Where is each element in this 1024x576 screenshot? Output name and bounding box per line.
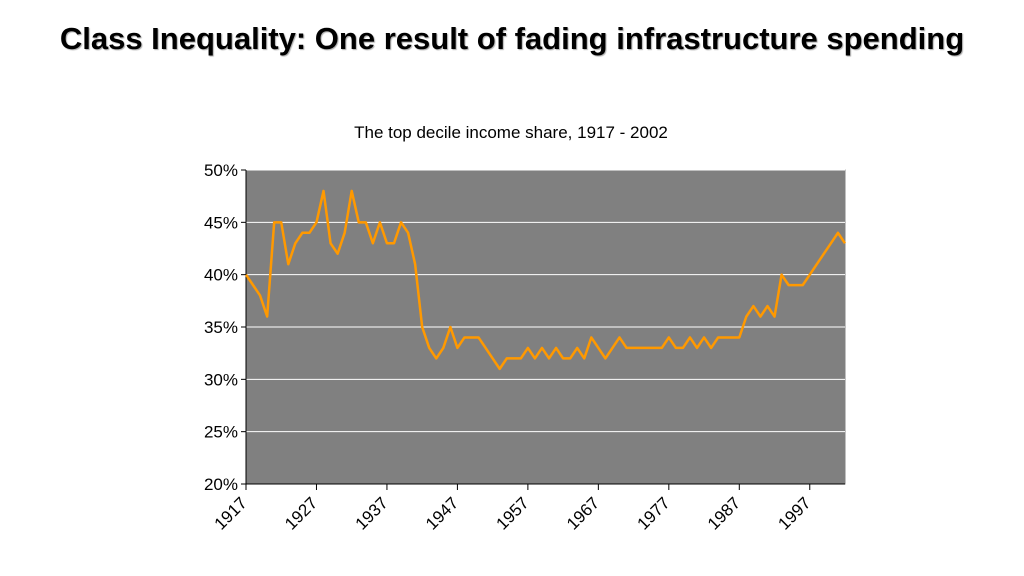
y-tick-label: 30% [204,370,238,389]
x-tick-label: 1937 [352,493,392,533]
x-tick-label: 1957 [493,493,533,533]
chart-title: Class Inequality: One result of fading i… [59,21,965,56]
x-tick-label: 1977 [633,493,673,533]
x-tick-label: 1997 [774,493,814,533]
y-tick-label: 20% [204,475,238,494]
y-tick-label: 50% [204,161,238,180]
chart-subtitle: The top decile income share, 1917 - 2002 [354,123,668,142]
x-tick-label: 1987 [704,493,744,533]
y-tick-label: 45% [204,213,238,232]
y-tick-label: 35% [204,318,238,337]
x-tick-label: 1947 [422,493,462,533]
x-tick-label: 1917 [211,493,251,533]
y-tick-label: 25% [204,423,238,442]
data-line [244,189,847,371]
x-tick-label: 1927 [281,493,321,533]
x-tick-label: 1967 [563,493,603,533]
y-tick-label: 40% [204,266,238,285]
